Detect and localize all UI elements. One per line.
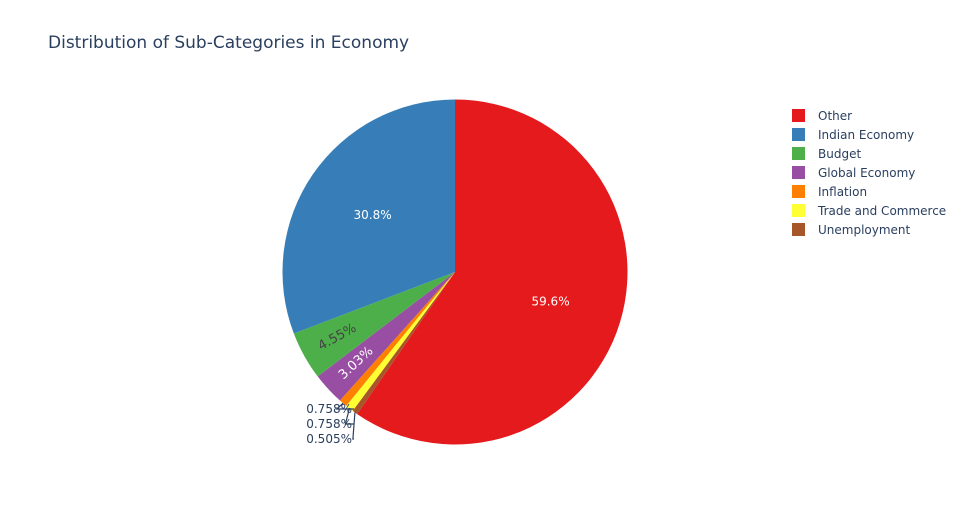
leader-line-trade-and-commerce — [344, 408, 354, 425]
legend-item-other[interactable]: Other — [792, 106, 946, 125]
pie-slice-global-economy[interactable] — [317, 272, 455, 401]
legend-item-inflation[interactable]: Inflation — [792, 182, 946, 201]
slice-label-trade-and-commerce: 0.758% — [306, 417, 352, 431]
legend-swatch — [792, 128, 805, 141]
legend-label: Inflation — [818, 184, 868, 199]
slice-label-other: 59.6% — [531, 295, 569, 309]
legend-label: Global Economy — [818, 165, 916, 180]
legend-swatch — [792, 109, 805, 122]
chart-title: Distribution of Sub-Categories in Econom… — [48, 33, 410, 53]
legend: Other Indian Economy Budget Global Economy I… — [792, 106, 946, 239]
legend-swatch — [792, 223, 805, 236]
legend-label: Budget — [818, 146, 862, 161]
leader-lines — [335, 402, 356, 440]
pie-slice-other[interactable] — [357, 99, 628, 445]
pie-slices — [282, 99, 628, 445]
legend-swatch — [792, 185, 805, 198]
legend-item-indian-economy[interactable]: Indian Economy — [792, 125, 946, 144]
pie-slice-trade-and-commerce[interactable] — [346, 272, 455, 411]
legend-label: Unemployment — [818, 222, 911, 237]
legend-label: Trade and Commerce — [818, 203, 947, 218]
legend-item-unemployment[interactable]: Unemployment — [792, 220, 946, 239]
pie-slice-budget[interactable] — [293, 272, 455, 377]
legend-swatch — [792, 204, 805, 217]
legend-item-trade-and-commerce[interactable]: Trade and Commerce — [792, 201, 946, 220]
pie-slice-indian-economy[interactable] — [282, 99, 455, 334]
legend-item-budget[interactable]: Budget — [792, 144, 946, 163]
legend-item-global-economy[interactable]: Global Economy — [792, 163, 946, 182]
pie-slice-unemployment[interactable] — [352, 272, 455, 415]
legend-label: Indian Economy — [818, 127, 915, 142]
pie-slice-inflation[interactable] — [339, 272, 455, 406]
leader-line-inflation — [335, 402, 354, 410]
leader-line-unemployment — [352, 412, 356, 440]
legend-swatch — [792, 166, 805, 179]
slice-label-indian-economy: 30.8% — [354, 208, 392, 222]
legend-label: Other — [818, 108, 853, 123]
slice-label-unemployment: 0.505% — [306, 432, 352, 446]
legend-swatch — [792, 147, 805, 160]
slice-label-inflation: 0.758% — [306, 402, 352, 416]
